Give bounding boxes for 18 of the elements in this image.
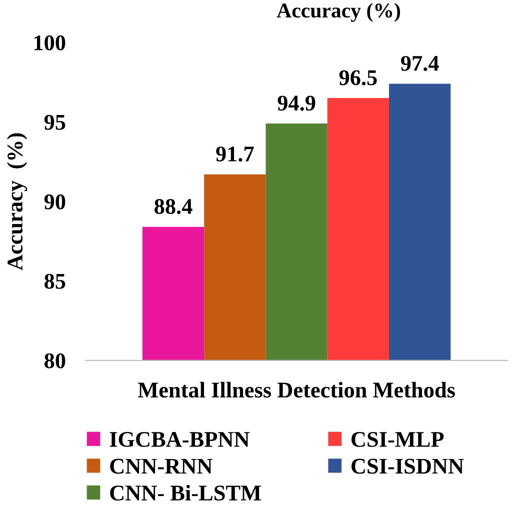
legend-label: CNN- Bi-LSTM: [110, 484, 261, 501]
legend-label: IGCBA-BPNN: [110, 432, 250, 447]
legend-label: CSI-ISDNN: [352, 458, 464, 474]
data-label: 97.4: [400, 56, 439, 71]
legend-label: CNN-RNN: [110, 458, 212, 474]
y-tick-label: 100: [34, 35, 66, 50]
y-axis-title: Accuracy (%): [6, 133, 28, 270]
data-label: 94.9: [278, 96, 316, 111]
data-label: 91.7: [216, 146, 254, 162]
y-tick-label: 80: [44, 353, 66, 368]
legend-label: CSI-MLP: [352, 432, 444, 447]
data-label: 96.5: [339, 70, 377, 86]
chart-title: Accuracy (%): [276, 2, 400, 22]
x-axis-title: Mental Illness Detection Methods: [138, 382, 455, 398]
y-tick-label: 95: [44, 114, 66, 130]
data-label: 88.4: [154, 198, 192, 214]
y-tick-label: 85: [44, 274, 66, 289]
y-tick-label: 90: [44, 194, 66, 210]
